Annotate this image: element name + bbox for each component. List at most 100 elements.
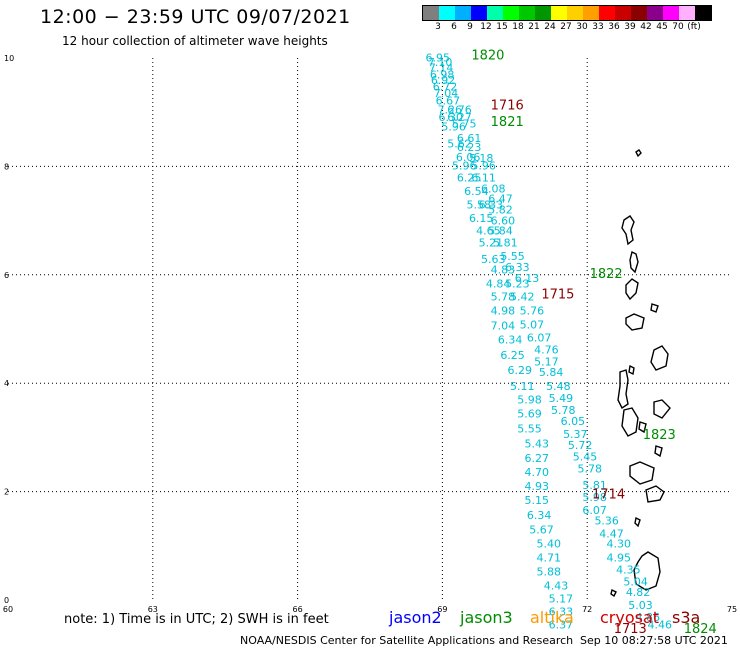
- island-outline: [610, 588, 617, 598]
- swh-value-label: 7.14: [429, 62, 454, 75]
- swh-value-label: 5.67: [529, 523, 554, 536]
- swh-value-label: 5.15: [524, 494, 549, 507]
- island-outline: [628, 364, 635, 376]
- swh-value-label: 5.18: [469, 152, 494, 165]
- swh-value-label: 6.34: [498, 334, 523, 347]
- swh-value-label: 5.37: [563, 428, 588, 441]
- legend-swatch: [455, 6, 471, 20]
- swh-value-label: 5.98: [582, 491, 607, 504]
- x-tick-label: 63: [148, 605, 158, 614]
- legend-swatch: [423, 6, 439, 20]
- color-legend-labels: 3 6 9 12 15 18 21 24 27 30 33 36 39 42 45 70 (ft): [422, 22, 740, 34]
- swh-value-label: 6.47: [488, 193, 512, 206]
- y-tick-label: 4: [4, 379, 9, 388]
- credit-text: NOAA/NESDIS Center for Satellite Applica…: [240, 634, 574, 647]
- swh-value-label: 5.78: [491, 290, 515, 303]
- swh-value-label: 6.95: [426, 51, 451, 64]
- y-tick-label: 10: [4, 54, 14, 63]
- swh-value-label: 6.27: [447, 111, 472, 124]
- legend-swatch: [631, 6, 647, 20]
- swh-value-label: 5.48: [546, 380, 571, 393]
- swh-value-label: 6.67: [436, 95, 461, 108]
- swh-value-label: 5.81: [582, 479, 607, 492]
- swh-value-label: 6.13: [515, 272, 540, 285]
- swh-value-label: 7.26: [438, 103, 463, 116]
- swh-value-label: 6.33: [549, 606, 574, 619]
- legend-swatch: [583, 6, 599, 20]
- swh-value-label: 5.58: [467, 199, 492, 212]
- island-outline: [617, 369, 629, 410]
- swh-value-label: 6.72: [433, 81, 458, 94]
- swh-value-label: 6.08: [481, 182, 506, 195]
- legend-label: 36: [608, 22, 620, 32]
- legend-swatch: [679, 6, 695, 20]
- swh-value-label: 5.17: [549, 593, 574, 606]
- legend-jason2: jason2: [389, 608, 442, 627]
- swh-value-label: 5.88: [537, 566, 562, 579]
- swh-value-label: 4.84: [486, 277, 511, 290]
- swh-value-label: 5.84: [488, 225, 512, 238]
- swh-value-label: 5.42: [510, 290, 535, 303]
- pass-time-label: 1822: [590, 267, 623, 282]
- legend-label: 3: [435, 22, 441, 32]
- pass-time-label: 1715: [541, 288, 574, 303]
- swh-value-label: 4.76: [534, 343, 559, 356]
- legend-swatch: [471, 6, 487, 20]
- pass-time-label: 1823: [643, 428, 676, 443]
- swh-value-label: 5.21: [479, 237, 504, 250]
- island-outline: [625, 313, 645, 331]
- swh-value-label: 7.04: [491, 320, 515, 333]
- legend-cryosat: cryosat: [600, 608, 660, 627]
- legend-label: 70: [672, 22, 684, 32]
- chart-subtitle: 12 hour collection of altimeter wave hei…: [62, 34, 328, 48]
- island-outline: [654, 445, 663, 458]
- swh-value-label: 5.96: [452, 160, 477, 173]
- swh-value-label: 4.93: [524, 480, 549, 493]
- swh-value-label: 6.60: [491, 214, 515, 227]
- swh-value-label: 5.82: [488, 204, 512, 217]
- swh-value-label: 5.36: [594, 515, 619, 528]
- legend-label: 27: [560, 22, 572, 32]
- swh-value-label: 6.15: [469, 212, 494, 225]
- x-tick-label: 72: [582, 605, 592, 614]
- swh-value-label: 6.05: [561, 415, 586, 428]
- legend-swatch: [487, 6, 503, 20]
- swh-value-label: 6.11: [471, 172, 496, 185]
- swh-value-label: 4.65: [476, 225, 501, 238]
- swh-value-label: 4.95: [607, 552, 632, 565]
- legend-label: 12: [480, 22, 492, 32]
- pass-time-label: 1821: [491, 115, 524, 130]
- swh-value-label: 6.98: [430, 69, 455, 82]
- swh-value-label: 4.83: [491, 264, 515, 277]
- legend-label: 42: [640, 22, 652, 32]
- island-outline: [634, 516, 641, 528]
- legend-swatch: [535, 6, 551, 20]
- island-outline: [621, 407, 639, 437]
- color-legend-bar: [422, 5, 712, 21]
- island-outline: [621, 215, 635, 246]
- legend-label: 45: [656, 22, 668, 32]
- swh-value-label: 6.33: [479, 199, 504, 212]
- legend-label: (ft): [687, 22, 701, 32]
- swh-value-label: 6.27: [524, 452, 549, 465]
- swh-value-label: 5.07: [520, 318, 545, 331]
- swh-value-label: 5.98: [517, 393, 542, 406]
- generated-timestamp: Sep 10 08:27:58 UTC 2021: [580, 634, 728, 647]
- swh-value-label: 6.54: [464, 185, 489, 198]
- island-outline: [645, 485, 665, 503]
- x-tick-label: 69: [437, 605, 447, 614]
- swh-value-label: 5.40: [537, 537, 562, 550]
- swh-value-label: 6.29: [508, 364, 533, 377]
- swh-value-label: 5.96: [441, 121, 466, 134]
- swh-value-label: 5.49: [549, 392, 574, 405]
- x-tick-label: 66: [293, 605, 303, 614]
- legend-s3a: s3a: [672, 608, 701, 627]
- swh-value-label: 4.46: [648, 619, 673, 632]
- swh-value-label: 5.81: [493, 237, 517, 250]
- legend-swatch: [599, 6, 615, 20]
- island-outline: [629, 250, 639, 274]
- swh-value-label: 4.98: [491, 304, 515, 317]
- swh-value-label: 4.70: [524, 466, 549, 479]
- legend-label: 33: [592, 22, 604, 32]
- legend-swatch: [519, 6, 535, 20]
